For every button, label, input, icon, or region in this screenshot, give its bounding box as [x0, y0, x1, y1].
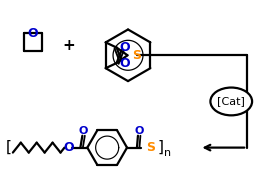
- Ellipse shape: [210, 88, 252, 115]
- Text: O: O: [79, 126, 88, 136]
- Text: O: O: [27, 27, 38, 40]
- Text: O: O: [134, 126, 144, 136]
- Text: S: S: [146, 141, 155, 154]
- Text: ]: ]: [158, 140, 164, 155]
- Text: [Cat]: [Cat]: [217, 96, 245, 106]
- Text: n: n: [164, 148, 171, 158]
- Text: O: O: [119, 41, 130, 54]
- Text: O: O: [63, 141, 74, 154]
- Text: S: S: [133, 49, 141, 62]
- Text: O: O: [119, 57, 130, 70]
- Text: [: [: [6, 140, 12, 155]
- Text: +: +: [62, 38, 75, 53]
